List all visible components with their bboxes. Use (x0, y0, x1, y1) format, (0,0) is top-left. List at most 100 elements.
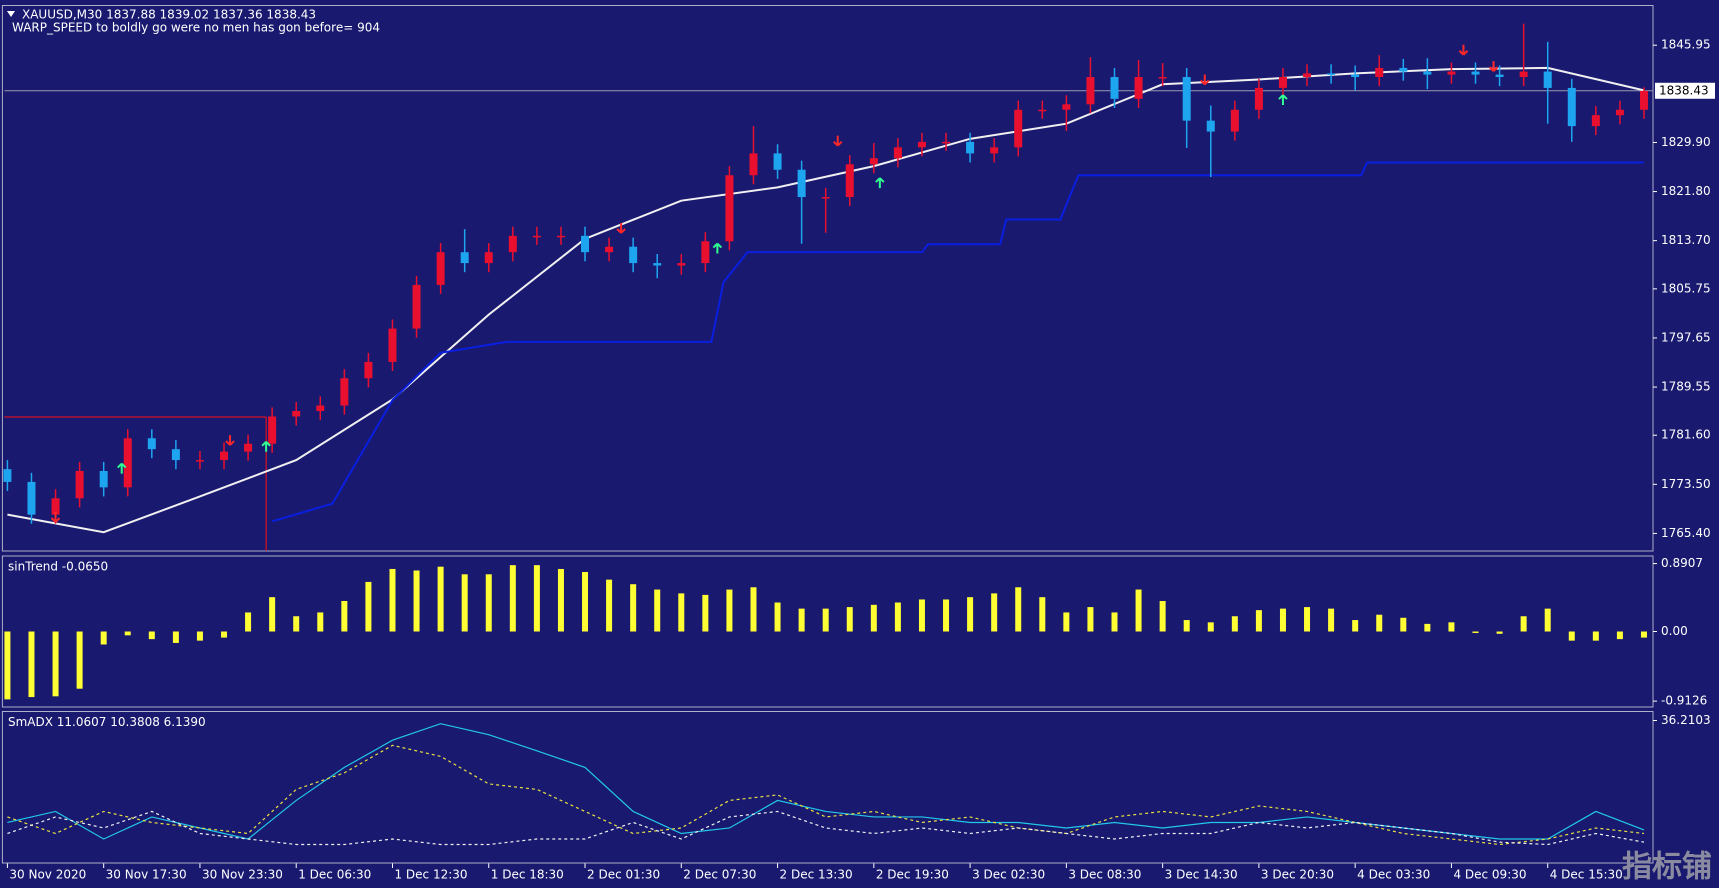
signal-arrow (616, 222, 626, 234)
histogram-bar (124, 631, 131, 636)
histogram-bar (606, 579, 613, 632)
candle-body (966, 141, 975, 154)
histogram-bar (943, 599, 950, 632)
histogram-bar (509, 565, 516, 632)
candle-body (749, 153, 758, 176)
last-price-label: 1838.43 (1659, 83, 1709, 97)
histogram-bar (1087, 607, 1094, 632)
histogram-bar (1231, 616, 1238, 632)
candle-body (3, 469, 12, 482)
histogram-bar (1448, 622, 1455, 632)
histogram-bar (293, 616, 300, 632)
watermark: 指标铺 (1622, 850, 1712, 885)
x-tick-label: 3 Dec 08:30 (1068, 868, 1141, 882)
panel-title: sinTrend -0.0650 (8, 560, 108, 574)
x-tick-label: 4 Dec 15:30 (1550, 868, 1623, 882)
candle-body (917, 141, 926, 148)
y-tick-label: 1805.75 (1661, 281, 1711, 295)
histogram-bar (437, 566, 444, 632)
histogram-bar (76, 631, 83, 689)
adx-line (7, 744, 1645, 846)
candle-body (460, 252, 469, 264)
panel-title: SmADX 11.0607 10.3808 6.1390 (8, 715, 206, 729)
y-tick-label: 1829.90 (1661, 135, 1711, 149)
candle-body (508, 235, 517, 253)
candle-body (1303, 73, 1312, 78)
x-tick-label: 1 Dec 12:30 (394, 868, 467, 882)
histogram-bar (245, 612, 252, 632)
candle-body (1110, 77, 1119, 99)
candle-body (1543, 71, 1552, 88)
y-tick-label: 1813.70 (1661, 233, 1711, 247)
histogram-bar (533, 565, 540, 632)
histogram-bar (557, 568, 564, 632)
candle-body (316, 405, 325, 411)
histogram-bar (702, 594, 709, 632)
indicator-line (7, 66, 1645, 534)
candle-body (532, 235, 541, 238)
candle-body (1278, 77, 1287, 88)
panel-frame (1, 711, 1654, 864)
candle-body (1495, 74, 1504, 78)
adx-line (7, 810, 1645, 846)
candle-body (1399, 67, 1408, 72)
histogram-bar (269, 597, 276, 632)
candle-body (340, 378, 349, 406)
histogram-bar (1111, 612, 1118, 632)
x-tick-label: 2 Dec 07:30 (683, 868, 756, 882)
signal-arrow (1488, 61, 1499, 72)
candle-body (893, 147, 902, 159)
y-tick-label: 0.8907 (1661, 556, 1703, 570)
histogram-bar (1520, 616, 1527, 632)
candle-body (581, 235, 590, 253)
histogram-bar (822, 608, 829, 632)
histogram-bar (1039, 597, 1046, 632)
candle-body (701, 241, 710, 264)
histogram-bar (654, 589, 661, 632)
y-tick-label: 1821.80 (1661, 184, 1711, 198)
histogram-bar (28, 631, 35, 698)
x-tick-label: 2 Dec 01:30 (587, 868, 660, 882)
signal-arrow (1200, 74, 1210, 86)
candle-body (484, 252, 493, 264)
candle-body (99, 470, 108, 488)
y-tick-label: 36.2103 (1661, 713, 1711, 727)
histogram-bar (1207, 622, 1214, 632)
x-tick-label: 3 Dec 14:30 (1165, 868, 1238, 882)
candle-body (1639, 90, 1648, 110)
signal-arrow (1458, 44, 1469, 56)
histogram-bar (389, 568, 396, 632)
collapse-icon (7, 11, 15, 17)
histogram-bar (1616, 631, 1623, 640)
candle-body (1519, 71, 1528, 78)
histogram-bar (1472, 631, 1479, 634)
candle-body (1158, 77, 1167, 79)
histogram-bar (485, 574, 492, 632)
histogram-bar (221, 631, 228, 638)
candle-body (556, 235, 565, 238)
candle-body (147, 438, 156, 450)
candle-body (27, 481, 36, 515)
histogram-bar (918, 599, 925, 632)
candle-body (75, 470, 84, 499)
candle-body (725, 175, 734, 242)
histogram-bar (678, 593, 685, 632)
candle-body (220, 451, 229, 461)
y-tick-label: 0.00 (1661, 624, 1688, 638)
candle-body (1038, 109, 1047, 112)
candle-body (364, 361, 373, 379)
histogram-bar (1424, 623, 1431, 632)
candle-body (1567, 87, 1576, 127)
candle-body (1062, 104, 1071, 110)
x-tick-label: 4 Dec 03:30 (1357, 868, 1430, 882)
histogram-bar (4, 631, 11, 700)
candle-body (1423, 71, 1432, 75)
histogram-bar (750, 587, 757, 632)
histogram-bar (1135, 589, 1142, 632)
histogram-bar (967, 597, 974, 632)
last-price-box (1655, 82, 1715, 99)
x-tick-label: 4 Dec 09:30 (1453, 868, 1526, 882)
candle-body (1182, 77, 1191, 121)
